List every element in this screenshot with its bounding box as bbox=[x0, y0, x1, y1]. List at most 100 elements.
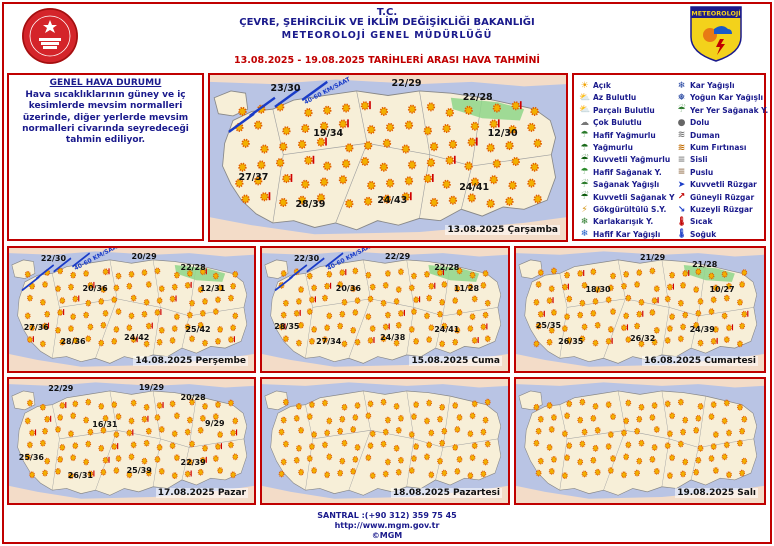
sun-icon bbox=[726, 429, 732, 437]
sun-icon bbox=[304, 155, 313, 165]
sun-icon bbox=[260, 192, 269, 202]
sun-icon bbox=[143, 439, 150, 447]
sun-icon bbox=[174, 412, 180, 420]
sun-icon bbox=[230, 429, 236, 437]
temperature-label: 22/30 bbox=[293, 254, 320, 264]
sun-icon bbox=[130, 399, 137, 407]
sun-icon bbox=[257, 160, 266, 170]
sun-icon bbox=[316, 193, 326, 203]
sun-icon bbox=[577, 270, 584, 277]
sun-icon bbox=[275, 158, 285, 168]
sun-icon bbox=[592, 402, 599, 410]
sun-icon bbox=[480, 428, 487, 436]
haze-icon: ≡ bbox=[677, 167, 686, 178]
legend-label: Hafif Sağanak Y. bbox=[593, 167, 662, 177]
sun-icon bbox=[217, 467, 224, 474]
sun-icon bbox=[636, 310, 643, 318]
sun-icon bbox=[636, 457, 643, 465]
hot-icon bbox=[373, 337, 375, 344]
sun-icon bbox=[426, 336, 433, 344]
hot-icon bbox=[657, 297, 659, 304]
legend-item: ☔ Yer Yer Sağanak Y. bbox=[676, 105, 768, 116]
light-snow-icon: ❄ bbox=[580, 229, 589, 240]
shower-icon: ☔ bbox=[580, 179, 589, 190]
temperature-label: 11/28 bbox=[453, 283, 480, 293]
hot-icon bbox=[190, 281, 192, 288]
temperature-label: 26/35 bbox=[558, 336, 584, 346]
sun-icon bbox=[710, 443, 717, 450]
sun-icon bbox=[306, 308, 313, 316]
sun-icon bbox=[154, 309, 161, 316]
sun-icon bbox=[141, 310, 148, 318]
legend-label: Hafif Yağmurlu bbox=[593, 130, 656, 140]
sun-icon bbox=[741, 269, 748, 276]
sun-icon bbox=[693, 286, 700, 293]
sun-icon bbox=[623, 312, 630, 320]
legend-label: Soğuk bbox=[690, 229, 717, 239]
sun-icon bbox=[664, 400, 671, 408]
sun-icon bbox=[171, 325, 178, 332]
sun-icon bbox=[579, 440, 586, 448]
north-wind-icon bbox=[71, 252, 91, 268]
sun-icon bbox=[126, 324, 133, 332]
cold-icon: 🌡 bbox=[676, 229, 688, 240]
sun-icon bbox=[184, 281, 191, 289]
legend-item: ☁ Çok Bulutlu bbox=[579, 117, 642, 128]
sun-icon bbox=[484, 398, 491, 406]
general-weather-title: GENEL HAVA DURUMU bbox=[49, 78, 162, 88]
sun-icon bbox=[379, 106, 389, 116]
legend-label: Kuvvetli Yağmurlu bbox=[593, 155, 671, 165]
logo-text: METEOROLOJİ bbox=[691, 9, 740, 18]
sun-icon bbox=[695, 414, 702, 422]
sun-icon bbox=[721, 270, 728, 278]
hot-icon bbox=[543, 310, 545, 317]
sun-icon bbox=[721, 312, 728, 320]
temperature-label: 20/36 bbox=[82, 283, 108, 293]
sun-icon bbox=[471, 400, 478, 408]
sun-icon bbox=[590, 414, 597, 422]
sun-icon bbox=[352, 455, 359, 463]
sun-icon bbox=[535, 281, 542, 288]
sun-icon bbox=[228, 336, 234, 344]
sun-icon bbox=[341, 159, 351, 169]
sun-icon bbox=[548, 326, 555, 334]
legend-label: Sağanak Yağışlı bbox=[593, 180, 660, 190]
sun-icon bbox=[621, 324, 627, 332]
temperature-label: 10/27 bbox=[709, 284, 735, 294]
sun-icon bbox=[280, 416, 287, 424]
hot-icon bbox=[434, 282, 436, 289]
sun-icon bbox=[398, 268, 404, 276]
sun-icon bbox=[467, 472, 474, 480]
sun-icon bbox=[590, 456, 597, 464]
sun-icon bbox=[369, 325, 376, 332]
sun-icon bbox=[322, 441, 328, 449]
sun-icon bbox=[471, 337, 478, 344]
sun-icon bbox=[128, 312, 135, 320]
sun-icon bbox=[382, 194, 392, 204]
sun-icon bbox=[186, 311, 193, 319]
sun-icon bbox=[693, 321, 700, 329]
sun-icon bbox=[111, 337, 118, 345]
south-wind-icon: ↗ bbox=[677, 192, 686, 203]
sun-icon bbox=[115, 413, 122, 421]
sun-icon bbox=[68, 325, 74, 332]
north-wind-icon bbox=[306, 257, 325, 273]
sun-icon bbox=[546, 338, 553, 346]
sun-icon bbox=[339, 310, 346, 318]
sun-icon bbox=[87, 281, 94, 289]
hot-icon bbox=[268, 192, 271, 201]
sun-icon bbox=[145, 322, 152, 330]
sun-icon bbox=[186, 416, 193, 424]
sun-icon bbox=[621, 471, 627, 479]
footer-url[interactable]: http://www.mgm.gov.tr bbox=[334, 521, 440, 530]
sun-icon bbox=[428, 471, 435, 479]
sun-icon bbox=[311, 431, 317, 439]
sun-icon bbox=[682, 270, 689, 277]
sun-icon bbox=[723, 336, 730, 344]
hot-icon bbox=[132, 429, 134, 436]
sun-icon bbox=[228, 294, 234, 302]
legend-label: Hafif Kar Yağışlı bbox=[593, 229, 661, 239]
sun-icon bbox=[533, 340, 540, 348]
sun-icon bbox=[338, 175, 348, 185]
hot-icon bbox=[235, 429, 238, 436]
